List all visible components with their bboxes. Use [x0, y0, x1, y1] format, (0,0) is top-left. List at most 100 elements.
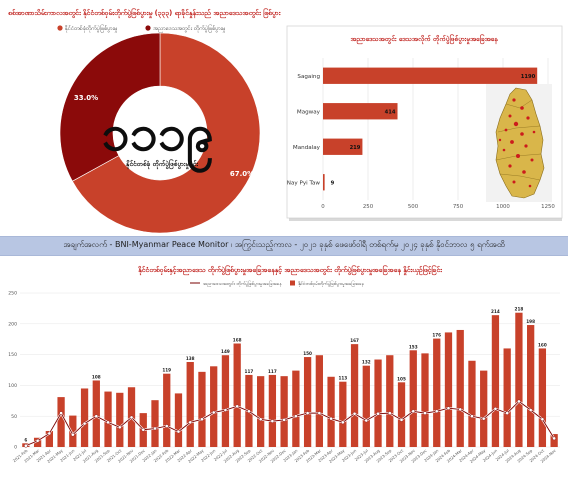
monthly-bar — [444, 332, 453, 447]
monthly-line-point — [153, 426, 157, 431]
monthly-line-point — [552, 436, 556, 441]
monthly-bar-value-label: 168 — [233, 338, 242, 343]
monthly-line-point — [59, 411, 63, 415]
monthly-bar-value-label: 119 — [162, 368, 171, 373]
donut-panel: စစ်အာဏာသိမ်းကာလအတွင်း နိုင်ငံတစ်ဝှမ်းတို… — [8, 8, 281, 234]
monthly-line-point — [176, 429, 181, 434]
region-bars: 1190 414 219 9 — [323, 67, 538, 191]
monthly-bar — [397, 382, 406, 447]
monthly-x-axis: 2021-Feb2021-Mar2021-Apr2021-May2021-Jun… — [12, 447, 558, 463]
monthly-y-tick-label: 150 — [8, 352, 17, 358]
monthly-line-point — [411, 409, 416, 414]
region-category-label: Sagaing — [297, 74, 320, 80]
monthly-line-point — [352, 411, 357, 416]
monthly-line-point — [341, 420, 345, 425]
monthly-line-point — [399, 418, 404, 422]
monthly-bar-value-label: 167 — [350, 338, 359, 343]
monthly-bar — [327, 376, 335, 447]
monthly-bar-labels: 6 108 119 138 149 168 117 117 150 113 167 132 105 153… — [24, 307, 546, 443]
monthly-line-point — [364, 418, 369, 423]
monthly-chart-panel: နိုင်ငံတစ်ဝှမ်းနှင့်အညာဒေသ တိုက်ပွဲဖြစ်ပ… — [8, 265, 560, 464]
monthly-line-point — [376, 411, 380, 416]
region-x-tick-label: 1000 — [496, 204, 510, 210]
monthly-bar-value-label: 214 — [491, 309, 500, 314]
region-bar-chart-title: အညာဒေသအတွင်း ဒေသအလိုက် တိုက်ပွဲဖြစ်ပွားမ… — [350, 34, 497, 45]
monthly-bar — [350, 344, 359, 447]
region-category-label: Mandalay — [293, 145, 321, 151]
monthly-line-point — [270, 419, 275, 423]
donut-legend-label-1: အညာဒေသအတွင်း တိုက်ပွဲဖြစ်ပွားမှု — [153, 23, 226, 33]
donut-legend-swatch-1 — [145, 25, 151, 31]
monthly-bar-value-label: 132 — [362, 360, 371, 365]
monthly-bar — [210, 366, 218, 447]
monthly-line-point — [305, 411, 310, 415]
monthly-line-point — [82, 421, 87, 426]
monthly-line-point — [517, 399, 521, 404]
monthly-bar — [456, 329, 464, 447]
monthly-line-point — [282, 418, 286, 422]
monthly-bar — [233, 343, 241, 447]
monthly-chart-legend: အညာဒေသအတွင်း တိုက်ပွဲဖြစ်ပွားမှုအခြေအနေ … — [190, 280, 365, 287]
monthly-bar — [45, 430, 53, 447]
monthly-bar — [92, 380, 100, 447]
region-x-tick-label: 1250 — [541, 204, 555, 210]
monthly-bar — [468, 360, 476, 447]
donut-slices — [59, 32, 261, 234]
region-category-label: Magway — [297, 109, 321, 115]
monthly-line-point — [200, 417, 204, 422]
monthly-bar-value-label: 153 — [409, 344, 418, 349]
monthly-line-point — [528, 408, 533, 412]
donut-slice-0 — [71, 32, 261, 234]
region-panel-shadow — [289, 218, 562, 221]
source-banner: အချက်အလက် - BNI-Myanmar Peace Monitor ၊ … — [0, 236, 568, 256]
donut-slice-label-1: 33.0% — [74, 94, 98, 102]
monthly-bar — [374, 359, 382, 447]
monthly-line — [25, 400, 555, 447]
monthly-line-point — [423, 411, 427, 415]
region-bar-sagaing — [323, 67, 538, 84]
region-x-tick-label: 250 — [363, 204, 374, 210]
monthly-line-point — [294, 414, 298, 419]
region-value-label: 219 — [350, 145, 361, 151]
monthly-bar — [491, 315, 500, 447]
region-value-label: 9 — [331, 180, 335, 186]
region-bar-magway — [323, 103, 398, 120]
monthly-bar — [315, 355, 323, 447]
monthly-bar — [280, 376, 288, 447]
monthly-legend-bar-swatch — [290, 280, 295, 286]
monthly-bar — [421, 353, 429, 447]
monthly-bar — [257, 376, 265, 447]
monthly-bar — [515, 312, 523, 447]
monthly-line-point — [35, 439, 40, 443]
monthly-line-point — [470, 414, 474, 419]
monthly-bar-value-label: 149 — [221, 349, 230, 354]
monthly-bar-value-label: 160 — [538, 342, 547, 347]
monthly-line-point — [47, 431, 52, 436]
monthly-bar — [292, 370, 300, 447]
monthly-bar-value-label: 218 — [515, 307, 524, 312]
monthly-bar — [480, 370, 488, 447]
monthly-y-tick-label: 250 — [8, 291, 17, 297]
region-bar-axis: 0 250 500 750 1000 1250 Sagaing Magway Mandalay N… — [287, 74, 556, 210]
monthly-legend-line-label: အညာဒေသအတွင်း တိုက်ပွဲဖြစ်ပွားမှုအခြေအနေ — [203, 280, 282, 287]
monthly-bar-value-label: 105 — [397, 376, 406, 381]
donut-legend: နိုင်ငံတစ်ခုံတိုက်ပွဲဖြစ်ပွားမှု အညာဒေသအ… — [57, 23, 226, 33]
monthly-bar-value-label: 198 — [526, 319, 535, 324]
monthly-bar — [80, 388, 89, 447]
monthly-line-point — [94, 414, 99, 419]
monthly-line-point — [211, 410, 216, 415]
monthly-bar — [339, 381, 347, 447]
monthly-y-tick-label: 100 — [8, 383, 17, 389]
monthly-line-point — [481, 416, 486, 421]
monthly-bar-value-label: 150 — [303, 351, 312, 356]
monthly-line-point — [235, 404, 239, 409]
monthly-bar — [57, 397, 65, 447]
monthly-line-point — [24, 443, 28, 448]
donut-legend-label-0: နိုင်ငံတစ်ခုံတိုက်ပွဲဖြစ်ပွားမှု — [65, 23, 118, 33]
monthly-line-point — [223, 408, 228, 412]
monthly-bar — [268, 374, 277, 447]
monthly-line-point — [188, 420, 193, 425]
region-category-label: Nay Pyi Taw — [287, 180, 321, 186]
monthly-bar — [303, 357, 312, 447]
monthly-line-point — [493, 407, 498, 411]
